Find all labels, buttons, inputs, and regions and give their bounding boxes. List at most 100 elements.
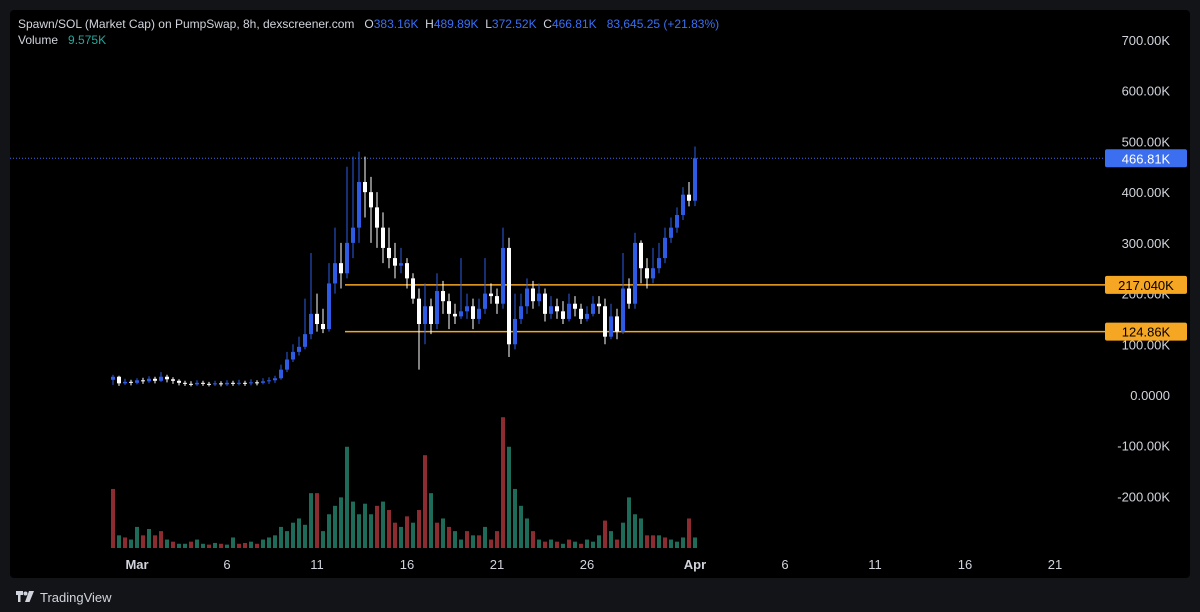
x-tick-label: 21: [1048, 557, 1062, 572]
candle-body: [183, 382, 187, 384]
volume-bar: [375, 505, 379, 548]
candlestick-chart[interactable]: -200.00K-100.00K0.0000100.00K200.00K300.…: [10, 10, 1190, 578]
candle-body: [327, 283, 331, 330]
x-tick-label: 26: [580, 557, 594, 572]
candle-body: [411, 278, 415, 299]
level-label: 217.040K: [1118, 278, 1174, 293]
volume-bar: [399, 526, 403, 548]
volume-bar: [627, 497, 631, 548]
candle-body: [129, 381, 133, 383]
candle-body: [117, 376, 121, 384]
volume-bar: [159, 531, 163, 548]
candle-body: [297, 346, 301, 352]
volume-bar: [333, 505, 337, 548]
candle-body: [633, 242, 637, 304]
candle-body: [219, 383, 223, 385]
candle-body: [333, 263, 337, 284]
volume-bar: [495, 531, 499, 548]
candle-body: [483, 293, 487, 309]
x-tick-label: 11: [868, 557, 882, 572]
x-tick-label: 16: [958, 557, 972, 572]
candle-body: [165, 376, 169, 380]
candle-body: [381, 227, 385, 248]
volume-bar: [273, 535, 277, 548]
volume-bar: [687, 518, 691, 548]
volume-bar: [177, 543, 181, 548]
x-tick-label: 6: [223, 557, 230, 572]
volume-bar: [111, 488, 115, 548]
volume-bar: [453, 531, 457, 548]
candle-body: [213, 383, 217, 385]
x-tick-label: Apr: [684, 557, 706, 572]
volume-bar: [417, 510, 421, 548]
candle-body: [675, 214, 679, 228]
candle-body: [171, 379, 175, 381]
volume-bar: [279, 526, 283, 548]
volume-bar: [567, 539, 571, 548]
low-label: L: [485, 17, 492, 31]
volume-bar: [195, 539, 199, 548]
volume-bar: [663, 537, 667, 548]
volume-bar: [543, 541, 547, 548]
candle-body: [285, 359, 289, 370]
volume-bar: [381, 501, 385, 548]
volume-bar: [633, 514, 637, 548]
volume-bar: [693, 537, 697, 548]
volume-value: 9.575K: [68, 33, 107, 47]
volume-label: Volume: [18, 33, 59, 47]
candle-body: [513, 318, 517, 345]
candle-body: [291, 351, 295, 360]
volume-bar: [579, 543, 583, 548]
change-value: 83,645.25 (+21.83%): [606, 17, 720, 31]
candle-body: [495, 296, 499, 304]
candle-body: [501, 247, 505, 304]
candle-body: [435, 291, 439, 324]
candle-body: [237, 382, 241, 384]
candle-body: [141, 380, 145, 382]
volume-bar: [585, 539, 589, 548]
candle-body: [657, 258, 661, 269]
candle-body: [195, 382, 199, 385]
volume-bar: [681, 537, 685, 548]
candle-body: [147, 378, 151, 382]
candle-body: [393, 258, 397, 266]
candle-body: [537, 293, 541, 302]
candle-body: [567, 303, 571, 319]
chart-legend: Spawn/SOL (Market Cap) on PumpSwap, 8h, …: [18, 16, 719, 48]
volume-bar: [363, 503, 367, 548]
chart-panel[interactable]: -200.00K -100.00K 0.0000 100.00K 200.00K 300.…: [10, 10, 1190, 578]
volume-bar: [519, 505, 523, 548]
high-value: 489.89K: [433, 17, 479, 31]
candle-body: [609, 316, 613, 337]
candle-body: [621, 288, 625, 332]
candle-body: [261, 381, 265, 383]
volume-bar: [243, 542, 247, 548]
tradingview-logo-icon: [16, 591, 34, 602]
candle-body: [375, 207, 379, 228]
y-tick-label: -100.00K: [1117, 439, 1170, 454]
candle-body: [441, 291, 445, 302]
open-label: O: [364, 17, 374, 31]
candle-body: [315, 313, 319, 324]
volume-bar: [651, 535, 655, 548]
volume-bar: [213, 542, 217, 548]
volume-bar: [645, 535, 649, 548]
volume-bar: [171, 541, 175, 548]
x-tick-label: Mar: [125, 557, 148, 572]
volume-bar: [483, 526, 487, 548]
candle-body: [585, 313, 589, 319]
candle-body: [471, 306, 475, 319]
candle-body: [135, 380, 139, 383]
volume-bar: [441, 518, 445, 548]
volume-bar: [435, 522, 439, 548]
y-tick-label: -200.00K: [1117, 489, 1170, 504]
candle-body: [687, 194, 691, 201]
candle-body: [177, 380, 181, 383]
volume-bar: [675, 541, 679, 548]
candle-body: [225, 382, 229, 385]
close-label: C: [543, 17, 552, 31]
candle-body: [279, 369, 283, 379]
candle-body: [477, 308, 481, 319]
volume-bar: [465, 531, 469, 548]
